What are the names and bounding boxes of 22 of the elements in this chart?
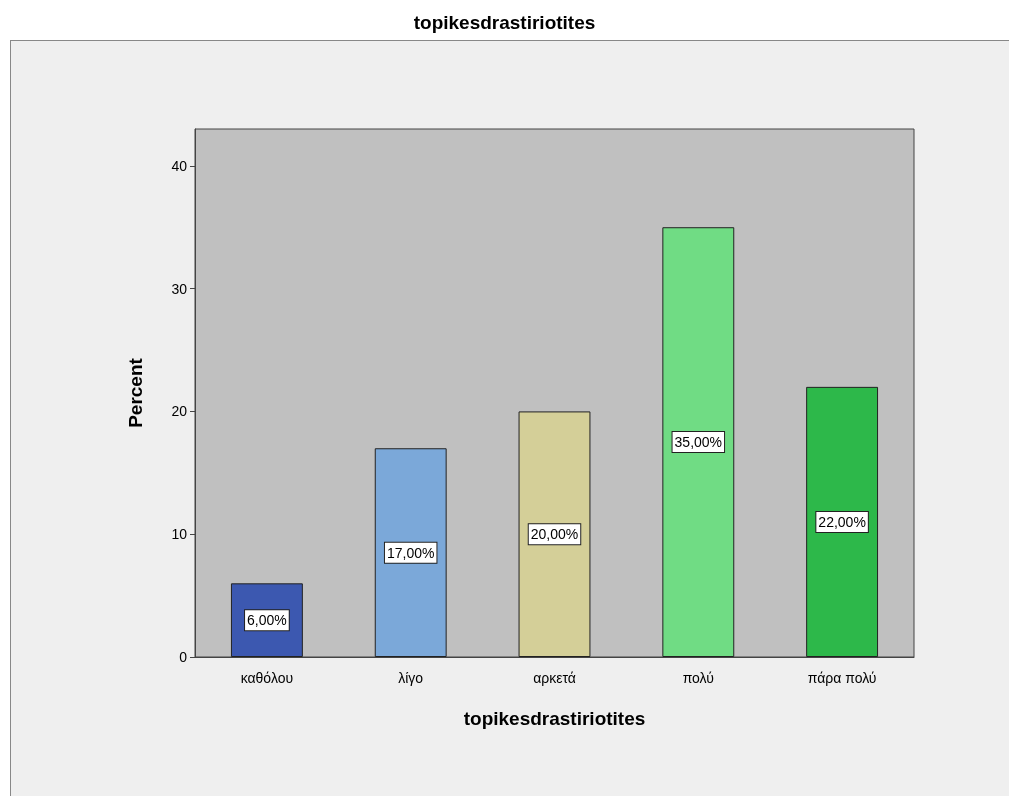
- y-tick-label: 40: [171, 157, 188, 174]
- data-label: 6,00%: [247, 612, 287, 629]
- data-label: 20,00%: [530, 526, 579, 543]
- y-tick-label: 30: [171, 280, 188, 297]
- x-tick-label: πολύ: [682, 670, 714, 686]
- bar: [374, 448, 447, 657]
- data-label: 35,00%: [674, 434, 723, 451]
- data-label: 17,00%: [386, 544, 435, 561]
- x-tick-label: πάρα πολύ: [807, 670, 877, 686]
- y-tick-label: 0: [179, 649, 188, 665]
- y-axis-title: Percent: [125, 357, 146, 428]
- data-label: 22,00%: [818, 513, 866, 530]
- y-tick-label: 20: [171, 403, 188, 420]
- x-axis-title: topikesdrastiriotites: [463, 708, 646, 729]
- chart-title: topikesdrastiriotites: [413, 12, 596, 33]
- bar: [806, 386, 879, 657]
- y-tick-label: 10: [171, 526, 188, 543]
- x-tick-label: λίγο: [398, 670, 424, 686]
- bar: [518, 411, 591, 657]
- bar: [662, 227, 735, 657]
- x-tick-label: αρκετά: [533, 670, 576, 686]
- x-tick-label: καθόλου: [240, 670, 294, 686]
